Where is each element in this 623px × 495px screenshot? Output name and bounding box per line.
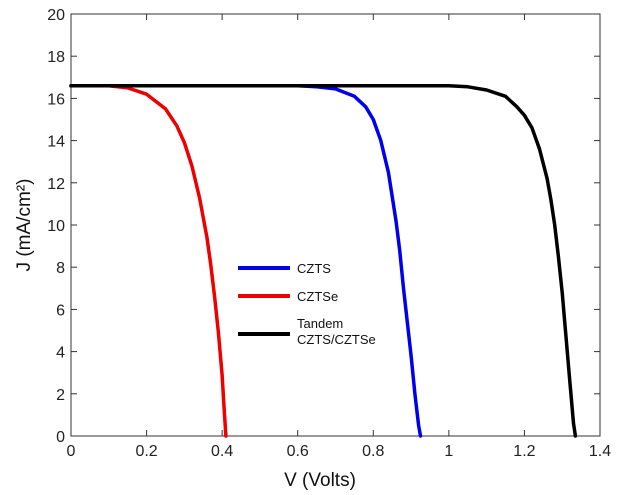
y-tick-label: 2 <box>56 387 65 404</box>
y-tick-label: 10 <box>47 218 65 235</box>
axis-ticks: 0 0.2 0.4 0.6 0.8 1 1.2 1.4 0 2 4 6 8 10 12 14 16 18 20 <box>47 7 611 460</box>
y-tick-label: 20 <box>47 7 65 24</box>
x-tick-label: 1 <box>444 443 453 460</box>
x-tick-label: 1.4 <box>589 443 611 460</box>
y-tick-label: 14 <box>47 134 65 151</box>
x-tick-label: 0.4 <box>211 443 233 460</box>
y-tick-label: 16 <box>47 91 65 108</box>
series-lines <box>69 83 578 438</box>
x-axis-label: V (Volts) <box>284 470 356 491</box>
x-tick-label: 0.6 <box>287 443 309 460</box>
y-tick-label: 4 <box>56 345 65 362</box>
series-line-0 <box>69 83 423 438</box>
x-tick-label: 0.8 <box>362 443 384 460</box>
x-tick-label: 0 <box>67 443 76 460</box>
x-tick-label: 0.2 <box>135 443 157 460</box>
x-tick-label: 1.2 <box>513 443 535 460</box>
y-tick-label: 6 <box>56 302 65 319</box>
y-axis-label: J (mA/cm²) <box>14 179 35 272</box>
legend-label-2-0: Tandem <box>297 316 343 331</box>
plot-area <box>70 13 601 437</box>
y-tick-label: 18 <box>47 49 65 66</box>
legend-label-0: CZTS <box>297 261 331 276</box>
legend-label-1: CZTSe <box>297 289 338 304</box>
series-line-1 <box>69 83 228 438</box>
y-tick-label: 0 <box>56 429 65 446</box>
series-line-2 <box>69 83 578 438</box>
plot-frame <box>70 13 601 437</box>
y-tick-label: 12 <box>47 176 65 193</box>
legend-label-2-1: CZTS/CZTSe <box>297 332 376 347</box>
y-tick-label: 8 <box>56 260 65 277</box>
